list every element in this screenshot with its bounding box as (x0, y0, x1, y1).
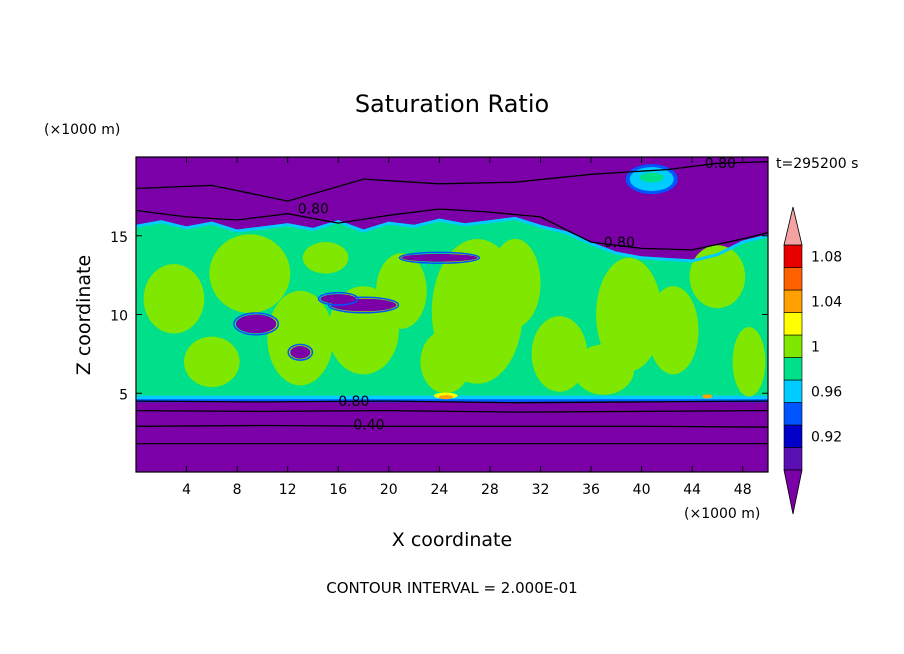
colorbar-band (783, 447, 803, 471)
x-tick-label: 48 (734, 482, 752, 498)
contour-line (136, 409, 768, 413)
supersaturated-patch (647, 286, 699, 375)
supersaturated-patch (209, 234, 291, 313)
contour-label: 0.80 (338, 394, 369, 410)
x-tick-label: 12 (279, 482, 297, 498)
dry-pocket (320, 294, 356, 304)
supersaturated-patch (732, 327, 766, 397)
colorbar-over-arrow (783, 206, 803, 246)
contour-label: 0.80 (705, 156, 736, 172)
colorbar-tick-label: 1.04 (811, 294, 842, 310)
colorbar-band (783, 357, 803, 381)
colorbar-tick-label: 1.08 (811, 249, 842, 265)
dry-pocket-edge (317, 291, 359, 306)
dry-pocket-edge (327, 296, 400, 314)
upper-cloud-core (639, 172, 664, 183)
cloud-base-edge-dark (136, 399, 768, 403)
supersaturated-patch (689, 245, 746, 309)
colorbar-band (783, 289, 803, 313)
dry-pocket (235, 314, 277, 334)
dry-pocket (401, 253, 478, 262)
colorbar-band (783, 267, 803, 291)
contour-line (136, 424, 768, 428)
y-tick-label: 5 (119, 387, 128, 403)
colorbar-tick-label: 0.96 (811, 384, 842, 400)
colorbar-under-arrow (783, 469, 803, 515)
high-saturation-spot (702, 394, 713, 399)
contour-line (136, 208, 768, 251)
footer-contour-interval: CONTOUR INTERVAL = 2.000E-01 (326, 579, 577, 597)
y-axis-label: Z coordinate (73, 255, 95, 375)
y-axis-ticks: 5 10 15 (110, 230, 768, 403)
colorbar-band (783, 312, 803, 336)
x-tick-label: 44 (683, 482, 701, 498)
x-axis-ticks: 4 8 12 16 20 24 28 32 36 40 44 48 (182, 157, 752, 498)
x-tick-label: 4 (182, 482, 191, 498)
colorbar: 0.92 0.96 1 1.04 1.08 (783, 206, 842, 515)
contour-line (136, 400, 768, 404)
supersaturated-patch (420, 330, 472, 394)
y-unit-label: (×1000 m) (44, 122, 120, 138)
y-tick-label: 15 (110, 230, 128, 246)
supersaturated-patch (302, 241, 349, 274)
x-tick-label: 28 (481, 482, 499, 498)
x-unit-label: (×1000 m) (684, 506, 760, 522)
cloud-top-fringe (136, 216, 768, 263)
dry-pocket-edge (287, 343, 314, 361)
chart-title: Saturation Ratio (355, 90, 549, 118)
time-label: t=295200 s (776, 156, 858, 172)
colorbar-tick-label: 1 (811, 339, 820, 355)
x-axis-label: X coordinate (392, 529, 512, 551)
contour-line (136, 161, 768, 202)
dry-pocket (290, 346, 311, 359)
y-tick-label: 10 (110, 309, 128, 325)
saturation-field: 0.80 0.80 0.80 0.80 0.40 (136, 156, 768, 472)
dry-pocket-edge (398, 251, 481, 264)
colorbar-band (783, 402, 803, 426)
supersaturated-patch (143, 264, 205, 334)
colorbar-band (783, 334, 803, 358)
supersaturated-patch (531, 316, 588, 392)
x-tick-label: 20 (380, 482, 398, 498)
x-tick-label: 8 (233, 482, 242, 498)
supersaturated-patch (596, 257, 662, 372)
supersaturated-patch (184, 336, 240, 387)
contour-label: 0.80 (298, 202, 329, 218)
x-tick-label: 24 (430, 482, 448, 498)
colorbar-tick-label: 0.92 (811, 429, 842, 445)
high-saturation-spot (438, 395, 453, 400)
supersaturated-patch (267, 290, 334, 386)
colorbar-band (783, 379, 803, 403)
x-tick-label: 16 (329, 482, 347, 498)
colorbar-band (783, 244, 803, 268)
x-tick-label: 40 (633, 482, 651, 498)
x-tick-label: 32 (532, 482, 550, 498)
supersaturated-patch (376, 253, 427, 329)
colorbar-band (783, 424, 803, 448)
contour-label: 0.80 (604, 235, 635, 251)
contour-label: 0.40 (353, 418, 384, 434)
dry-pocket-edge (233, 312, 280, 336)
supersaturated-patch (489, 238, 541, 328)
x-tick-label: 36 (582, 482, 600, 498)
